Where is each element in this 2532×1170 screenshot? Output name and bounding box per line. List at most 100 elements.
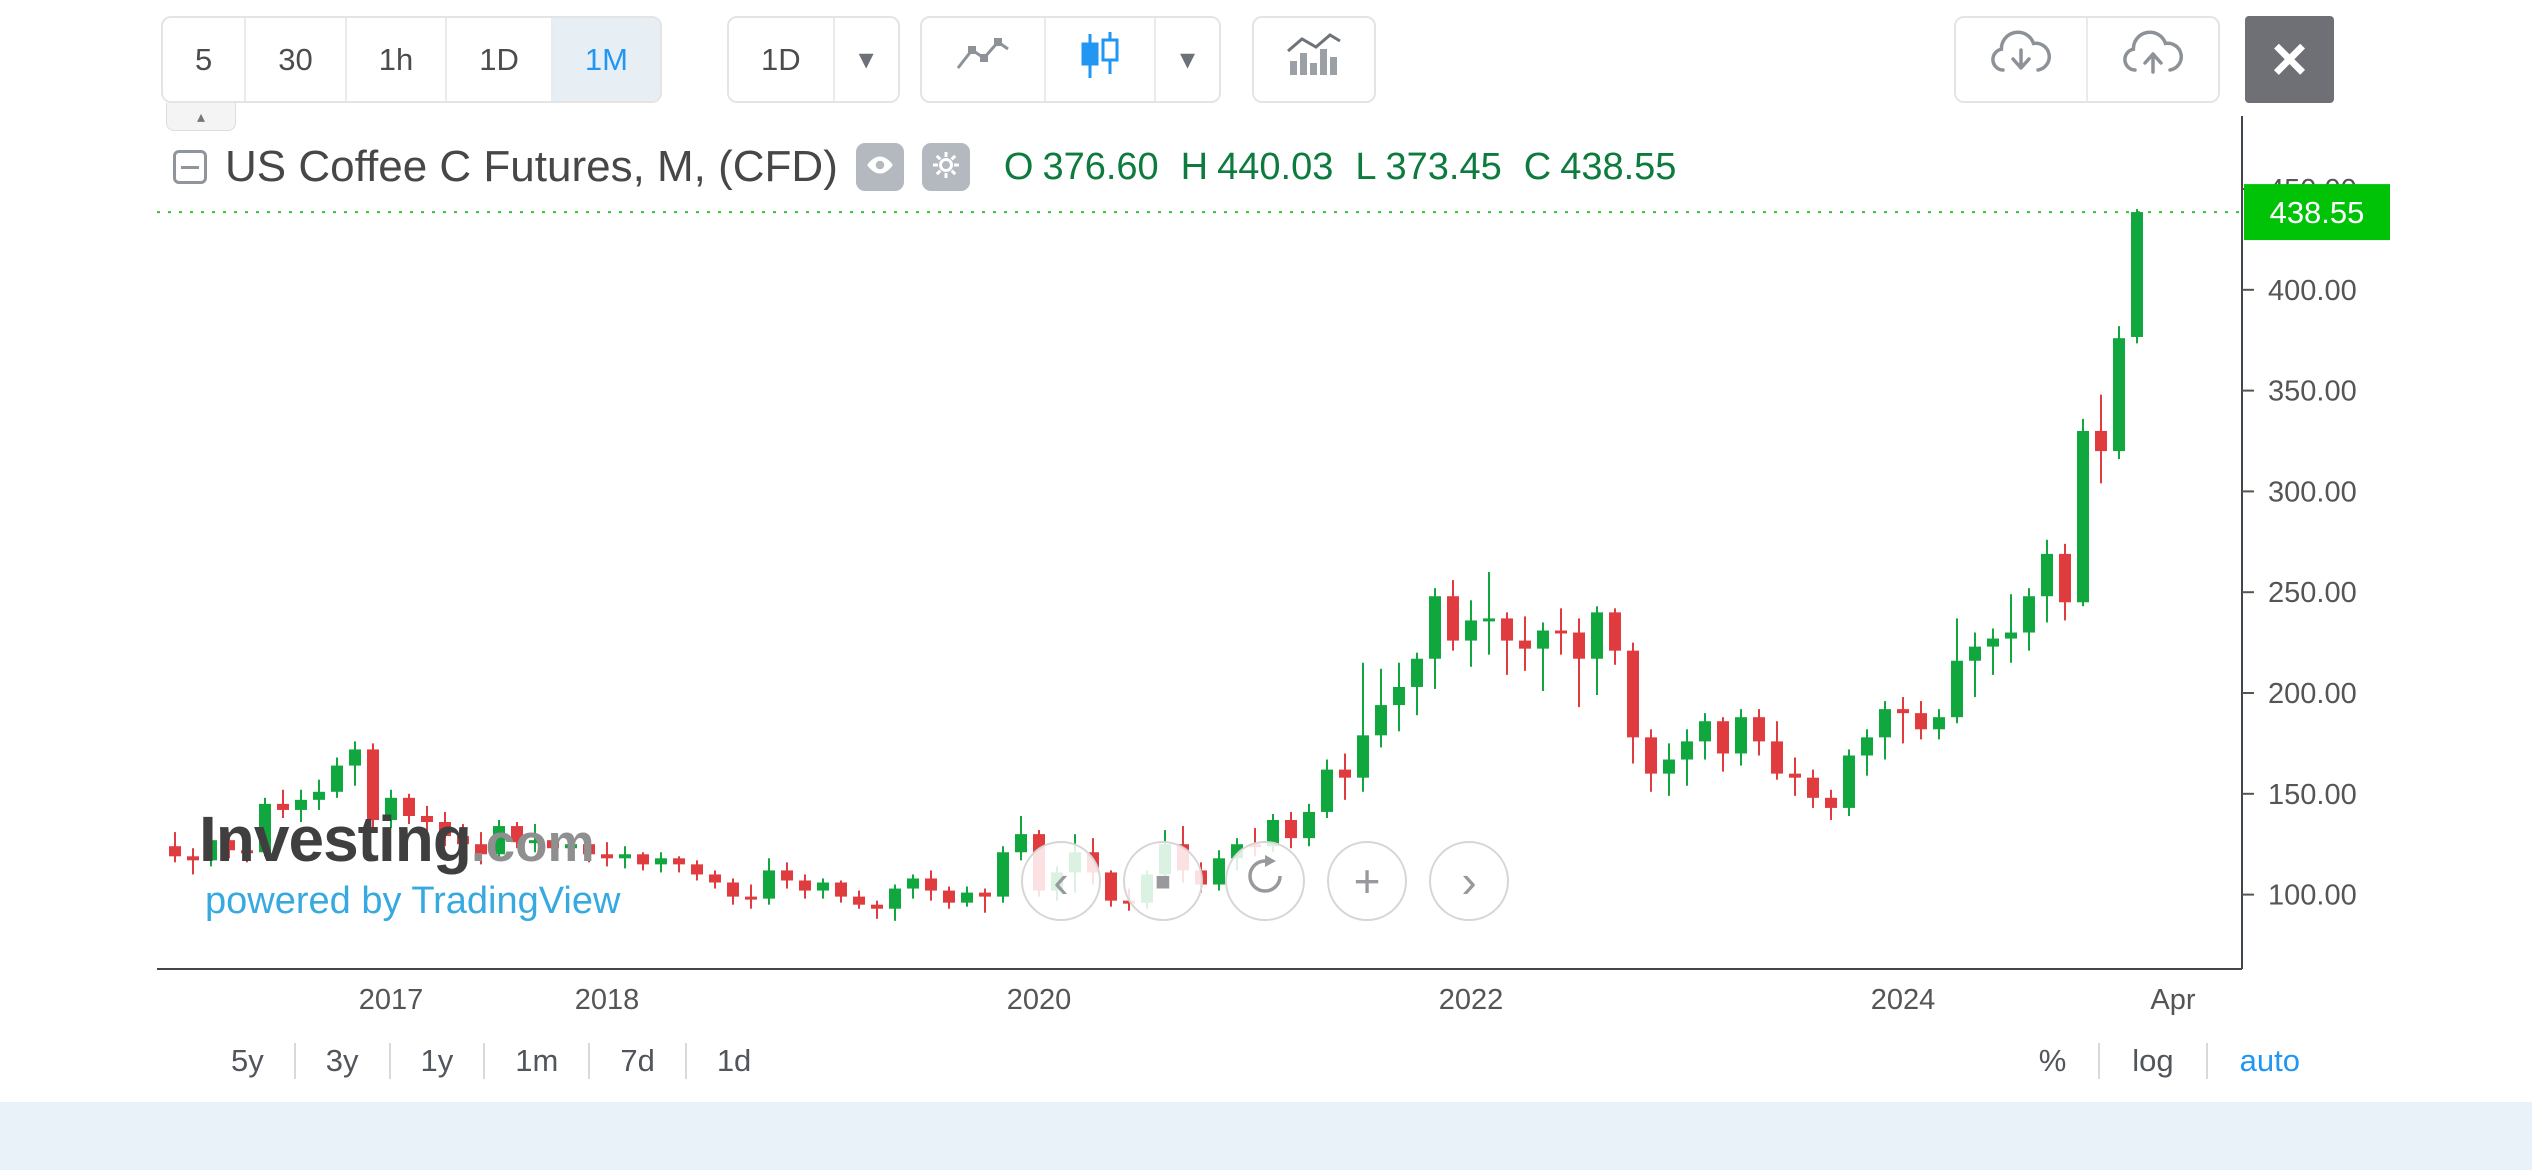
resolution-dropdown: 1D ▾: [727, 16, 900, 103]
candle-body: [1303, 811, 1315, 839]
watermark-suffix: .com: [470, 814, 595, 873]
interval-button-1m[interactable]: 1M: [550, 18, 660, 101]
candle-body: [313, 791, 325, 800]
scale-button-percent[interactable]: %: [2038, 1043, 2067, 1078]
candle-body: [1663, 759, 1675, 774]
collapse-legend-icon[interactable]: [173, 150, 207, 184]
chart-nav-controls: ‹ ■ + ›: [1021, 841, 1509, 921]
candle-body: [1429, 596, 1441, 659]
x-axis-label: Apr: [2150, 984, 2195, 1016]
range-button-7d[interactable]: 7d: [588, 1043, 684, 1079]
candle-body: [961, 892, 973, 903]
range-button-3y[interactable]: 3y: [293, 1043, 389, 1079]
resolution-dropdown-value[interactable]: 1D: [729, 18, 833, 101]
close-button[interactable]: ×: [2245, 16, 2334, 103]
interval-button-1h[interactable]: 1h: [344, 18, 446, 101]
candle-body: [1681, 741, 1693, 760]
toggle-visibility-button[interactable]: [855, 143, 904, 191]
candle-body: [871, 904, 883, 909]
high-value: 440.03: [1217, 145, 1334, 188]
line-style-button[interactable]: [922, 18, 1044, 101]
candle-body: [1735, 717, 1747, 754]
load-chart-button[interactable]: [1956, 18, 2086, 101]
refresh-icon: [1243, 854, 1287, 909]
candle-body: [691, 864, 703, 875]
reset-view-icon: ■: [1155, 865, 1171, 896]
indicators-button[interactable]: [1254, 18, 1374, 101]
candle-body: [439, 822, 451, 837]
candle-body: [1609, 612, 1621, 651]
candle-body: [1645, 737, 1657, 774]
y-axis-label: 200.00: [2268, 678, 2357, 710]
y-axis-label: 350.00: [2268, 376, 2357, 408]
range-button-group: 5y 3y 1y 1m 7d 1d: [157, 1043, 781, 1079]
chevron-down-icon[interactable]: ▾: [832, 18, 898, 101]
candle-body: [1393, 686, 1405, 706]
open-value: 376.60: [1042, 145, 1159, 188]
y-axis-label: 250.00: [2268, 577, 2357, 609]
chevron-left-icon: ‹: [1053, 855, 1069, 907]
candle-body: [1411, 658, 1423, 687]
settings-button[interactable]: [921, 143, 970, 191]
candle-body: [979, 892, 991, 897]
interval-button-30[interactable]: 30: [244, 18, 345, 101]
zoom-in-button[interactable]: +: [1327, 841, 1407, 921]
candle-body: [2059, 553, 2071, 603]
interval-scroll-up-button[interactable]: ▴: [166, 103, 236, 131]
candle-body: [403, 797, 415, 816]
candle-body: [1573, 632, 1585, 659]
cloud-upload-icon: [2120, 30, 2186, 90]
save-load-group: [1954, 16, 2220, 103]
candle-body: [1375, 705, 1387, 736]
gear-icon: [931, 150, 961, 185]
candle-body: [2131, 212, 2143, 337]
ohlc-readout: O 376.60 H 440.03 L 373.45 C 438.55: [1004, 146, 1677, 189]
powered-by-tradingview[interactable]: powered by TradingView: [205, 880, 621, 922]
price-chart[interactable]: 450.00400.00350.00300.00250.00200.00150.…: [157, 116, 2390, 1016]
pan-left-button[interactable]: ‹: [1021, 841, 1101, 921]
range-button-1y[interactable]: 1y: [388, 1043, 484, 1079]
scale-button-group: % log auto: [2007, 1043, 2390, 1079]
candle-body: [547, 840, 559, 849]
last-price-label-text: 438.55: [2270, 195, 2365, 230]
candle-body: [1465, 620, 1477, 641]
candle-body: [1447, 596, 1459, 641]
candle-body: [1753, 717, 1765, 742]
candle-body: [763, 870, 775, 899]
save-chart-button[interactable]: [2086, 18, 2218, 101]
reset-view-button[interactable]: ■: [1123, 841, 1203, 921]
chevron-down-icon[interactable]: ▾: [1154, 18, 1220, 101]
candle-body: [835, 882, 847, 897]
scale-button-log[interactable]: log: [2098, 1043, 2205, 1079]
pan-right-button[interactable]: ›: [1429, 841, 1509, 921]
y-axis-label: 400.00: [2268, 275, 2357, 307]
range-button-5y[interactable]: 5y: [231, 1043, 264, 1078]
scale-button-auto[interactable]: auto: [2205, 1043, 2332, 1079]
candle-body: [223, 840, 235, 851]
candle-body: [1807, 777, 1819, 798]
range-button-1m[interactable]: 1m: [483, 1043, 588, 1079]
candle-body: [385, 797, 397, 821]
candle-body: [727, 882, 739, 897]
range-button-1d[interactable]: 1d: [684, 1043, 781, 1079]
chevron-right-icon: ›: [1461, 855, 1477, 907]
refresh-button[interactable]: [1225, 841, 1305, 921]
last-price-label: [2244, 184, 2390, 241]
candle-body: [2077, 430, 2089, 603]
candle-body: [241, 850, 253, 854]
interval-button-5[interactable]: 5: [163, 18, 245, 101]
candle-body: [853, 896, 865, 905]
candle-body: [745, 896, 757, 900]
candle-body: [1105, 872, 1117, 901]
line-chart-icon: [954, 36, 1012, 84]
candle-body: [511, 826, 523, 843]
candlestick-style-button[interactable]: [1044, 18, 1154, 101]
candle-body: [583, 844, 595, 855]
chart-title: US Coffee C Futures, M, (CFD): [225, 142, 838, 191]
interval-button-1d[interactable]: 1D: [445, 18, 551, 101]
candle-body: [277, 803, 289, 810]
candle-body: [1897, 709, 1909, 714]
candle-body: [1519, 640, 1531, 649]
